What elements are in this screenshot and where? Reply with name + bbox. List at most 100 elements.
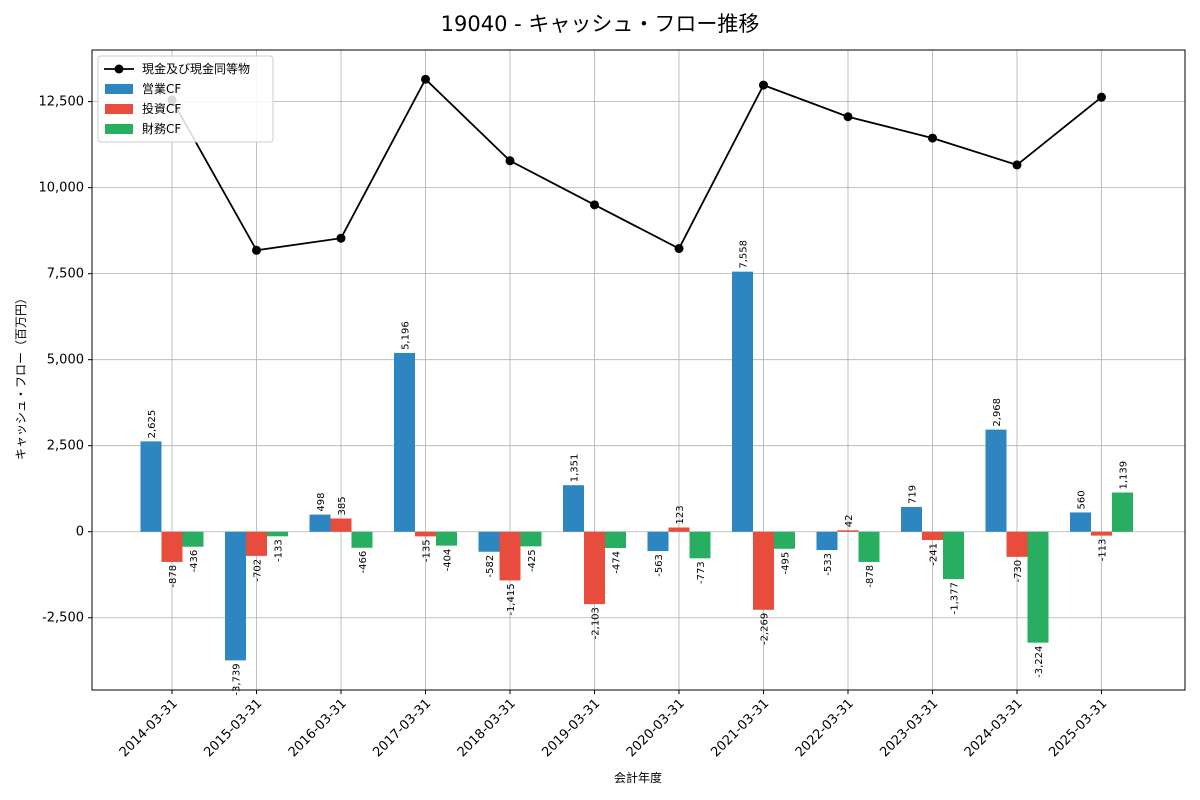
cash-point [759,80,768,90]
legend-bar-swatch [105,104,133,114]
bar [753,531,774,610]
data-label: 42 [844,515,855,528]
data-label: 560 [1077,490,1088,509]
y-tick-label: 0 [76,525,84,540]
data-label: -474 [612,551,623,574]
x-tick-label: 2023-03-31 [877,696,941,760]
y-tick-label: -2,500 [42,611,84,626]
data-label: -533 [823,553,834,576]
data-label: -2,103 [591,607,602,639]
bar [267,531,288,537]
grid-layer [92,50,1185,690]
data-label: 7,558 [739,240,750,269]
y-tick-label: 12,500 [39,95,85,110]
bar [394,352,415,532]
x-tick-label: 2024-03-31 [962,696,1026,760]
cash-line [171,77,1103,252]
data-label: -135 [422,539,433,562]
bar [816,531,838,551]
data-label: -133 [274,539,285,562]
legend-bar-swatch [105,124,133,134]
data-label: -702 [253,559,264,582]
x-tick-label: 2014-03-31 [117,696,181,760]
y-axis-label: キャッシュ・フロー（百万円） [14,292,28,460]
legend-marker [114,64,124,74]
x-tick-label: 2020-03-31 [624,696,688,760]
bar [1006,531,1028,557]
x-axis-label: 会計年度 [614,770,662,785]
bar [922,531,943,541]
data-label: -773 [696,561,707,584]
bar [605,531,626,549]
bar [436,531,457,546]
bar [225,531,246,661]
bar [140,441,162,532]
data-label: -1,415 [506,583,517,615]
y-tick-label: 5,000 [47,353,84,368]
data-label: -582 [485,555,496,578]
x-tick-label: 2018-03-31 [455,696,519,760]
bar [1112,492,1133,532]
plot-frame [91,49,1186,691]
bar [478,531,500,552]
data-label: -466 [358,551,369,574]
y-tick-label: 7,500 [47,267,84,282]
bar [309,514,331,532]
cash-point [505,156,515,166]
data-label: 5,196 [401,321,412,350]
data-label: -2,269 [760,613,771,645]
bar [732,271,753,532]
data-label: 1,139 [1119,461,1130,490]
bar [668,527,690,532]
data-label: -436 [189,550,200,573]
x-tick-label: 2017-03-31 [370,696,434,760]
legend-label: 財務CF [142,121,181,136]
cash-point [843,112,853,122]
bar [1027,531,1049,643]
cash-point [674,244,684,254]
data-label: -495 [781,552,792,575]
bar [563,485,584,532]
bar [943,531,964,580]
data-label: -404 [443,549,454,572]
data-label: -113 [1098,539,1109,562]
bar [520,531,542,547]
x-tick-label: 2016-03-31 [286,696,350,760]
legend-bar-swatch [105,84,133,94]
y-tick-label: 2,500 [47,439,84,454]
data-label: -425 [527,549,538,572]
data-label: -730 [1013,560,1024,583]
data-label: -241 [929,543,940,566]
x-tick-label: 2021-03-31 [708,696,772,760]
bar [182,531,204,547]
bar [1070,512,1091,532]
bar [647,531,669,552]
y-tick-label: 10,000 [39,181,85,196]
data-label: -563 [654,554,665,577]
bar [584,531,605,605]
legend-box [97,55,274,143]
x-tick-label: 2022-03-31 [793,696,857,760]
chart-title: 19040 - キャッシュ・フロー推移 [440,12,760,36]
bar [330,518,352,532]
legend-label: 現金及び現金同等物 [142,61,250,76]
bar [858,531,880,562]
x-tick-label: 2015-03-31 [201,696,265,760]
x-tick-label: 2025-03-31 [1046,696,1110,760]
bar [689,531,711,559]
data-label: 719 [908,485,919,504]
legend-label: 営業CF [142,82,181,96]
data-label: 2,968 [992,398,1003,427]
cash-point [252,245,261,255]
bar [774,531,795,549]
data-label: -1,377 [950,582,961,614]
data-label: -878 [168,565,179,588]
bar [161,531,183,562]
bar [1091,531,1112,536]
cash-point [336,233,346,243]
data-label: 1,351 [570,454,581,483]
data-label: 385 [337,496,348,515]
bar [415,531,436,537]
